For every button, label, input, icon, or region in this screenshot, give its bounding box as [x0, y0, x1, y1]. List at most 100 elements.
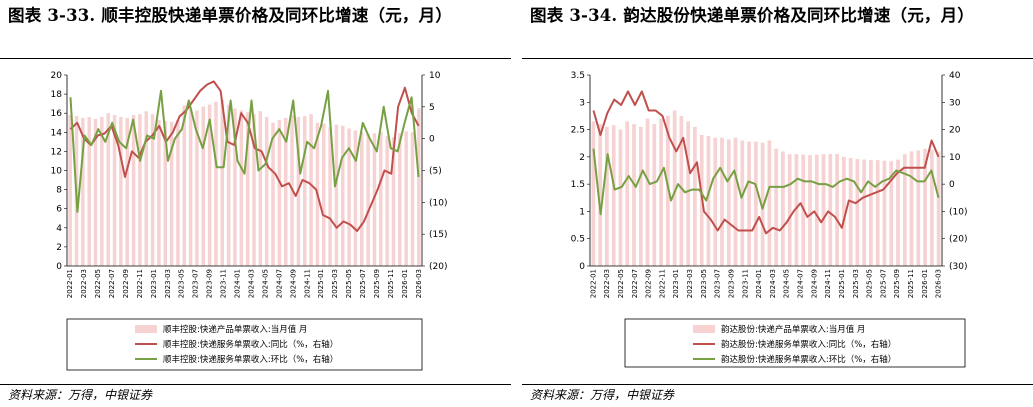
- bar: [747, 141, 751, 266]
- x-tick-label: 2023-09: [206, 269, 214, 298]
- x-tick-label: 2023-03: [686, 269, 694, 298]
- bar: [672, 110, 677, 266]
- x-tick-label: 2023-03: [164, 269, 172, 298]
- bar: [774, 148, 779, 266]
- chart-title: 图表 3-33. 顺丰控股快递单票价格及同环比增速（元，月）: [8, 6, 453, 25]
- bar: [252, 114, 256, 266]
- right-tick-label: (20): [429, 262, 447, 272]
- bar: [372, 133, 377, 266]
- right-tick-label: (20): [949, 235, 967, 245]
- legend-box: [66, 318, 423, 371]
- x-tick-label: 2023-07: [714, 269, 722, 298]
- left-tick-label: 20: [51, 71, 63, 81]
- bar: [665, 115, 670, 266]
- left-tick-label: 4: [56, 224, 62, 234]
- x-tick-label: 2024-03: [248, 269, 256, 298]
- x-tick-label: 2026-01: [921, 269, 929, 298]
- left-tick-label: 18: [51, 90, 63, 100]
- bar: [781, 151, 785, 266]
- x-tick-label: 2024-03: [769, 269, 777, 298]
- right-tick-label: 5: [429, 103, 435, 113]
- bar: [821, 154, 826, 266]
- bar: [398, 133, 402, 266]
- x-tick-label: 2024-07: [797, 269, 805, 298]
- bar: [182, 105, 187, 266]
- bar: [131, 115, 136, 266]
- x-tick-label: 2025-05: [345, 269, 353, 298]
- left-tick-label: 2.5: [571, 126, 585, 136]
- x-tick-label: 2022-07: [631, 269, 639, 298]
- bar: [309, 114, 313, 266]
- bar: [652, 124, 657, 266]
- x-tick-label: 2023-05: [178, 269, 186, 298]
- x-tick-label: 2024-05: [783, 269, 791, 298]
- x-tick-label: 2025-07: [359, 269, 367, 298]
- x-tick-label: 2022-01: [589, 269, 597, 298]
- bar: [417, 108, 421, 266]
- bar: [733, 137, 738, 266]
- bar: [611, 125, 616, 266]
- x-tick-label: 2022-11: [658, 269, 666, 298]
- yoy-line: [592, 90, 940, 235]
- bar: [848, 157, 853, 266]
- bar: [835, 154, 839, 266]
- left-tick-label: 6: [56, 205, 62, 215]
- bar: [862, 159, 867, 266]
- mom-line: [69, 89, 420, 213]
- source-rule: [522, 384, 1033, 385]
- bar: [929, 149, 934, 266]
- x-tick-label: 2022-09: [645, 269, 653, 298]
- bar: [902, 154, 907, 266]
- left-tick-label: 3.5: [571, 71, 585, 81]
- bar: [277, 119, 282, 266]
- bar: [659, 118, 663, 267]
- x-tick-label: 2025-09: [373, 269, 381, 298]
- x-tick-label: 2024-09: [289, 269, 297, 298]
- bar: [767, 140, 772, 266]
- bar: [341, 125, 345, 267]
- right-tick-label: (30): [949, 262, 967, 272]
- bar: [923, 148, 927, 266]
- x-tick-label: 2026-03: [935, 269, 943, 298]
- bar: [163, 120, 168, 266]
- bar: [334, 124, 339, 266]
- bar: [679, 115, 684, 266]
- bar: [686, 121, 691, 266]
- left-tick-label: 1.5: [571, 180, 585, 190]
- right-tick-label: 30: [949, 98, 961, 108]
- bar: [321, 123, 326, 266]
- bar: [188, 108, 193, 266]
- chart-sf-express: 0 2 4 6 8 10 12 14 16 18 20 (20) (15) (10) (5) 0 5 10 2022…: [51, 71, 447, 371]
- bar: [239, 110, 244, 267]
- x-tick-label: 2025-11: [387, 269, 395, 298]
- right-tick-label: 0: [429, 135, 435, 145]
- right-tick-label: 40: [949, 71, 961, 81]
- x-tick-label: 2022-11: [136, 269, 144, 298]
- chart-yunda-express: 0 0.5 1 1.5 2 2.5 3 3.5 (30) (20) (10) 0 10 20 30 40 202…: [571, 71, 967, 368]
- legend-label: 顺丰控股:快递服务单票收入:环比（%，右轴）: [163, 354, 338, 365]
- x-tick-label: 2025-01: [838, 269, 846, 298]
- bar: [106, 113, 110, 266]
- bar: [909, 151, 914, 266]
- x-tick-label: 2022-05: [94, 269, 102, 298]
- bar: [93, 118, 98, 267]
- bar: [787, 154, 792, 266]
- bar: [347, 128, 351, 266]
- left-tick-label: 14: [51, 128, 63, 138]
- left-tick-label: 2: [579, 153, 585, 163]
- bar: [404, 131, 408, 266]
- bar: [638, 126, 643, 266]
- bar: [157, 119, 161, 266]
- x-tick-label: 2024-01: [755, 269, 763, 298]
- bar: [605, 126, 609, 266]
- x-tick-label: 2025-05: [866, 269, 874, 298]
- bar: [119, 117, 123, 266]
- bar: [283, 117, 288, 266]
- bar: [794, 154, 799, 266]
- x-tick-label: 2023-11: [220, 269, 228, 298]
- chart-panel-sf: 图表 3-33. 顺丰控股快递单票价格及同环比增速（元，月） 0 2 4 6 8 10 12…: [0, 0, 511, 407]
- chart-panel-yunda: 图表 3-34. 韵达股份快递单票价格及同环比增速（元，月） 0 0.5 1 1.5 2…: [522, 0, 1033, 407]
- x-tick-label: 2025-11: [907, 269, 915, 298]
- bar: [632, 124, 636, 266]
- legend-label: 顺丰控股:快递服务单票收入:同比（%，右轴）: [163, 339, 338, 350]
